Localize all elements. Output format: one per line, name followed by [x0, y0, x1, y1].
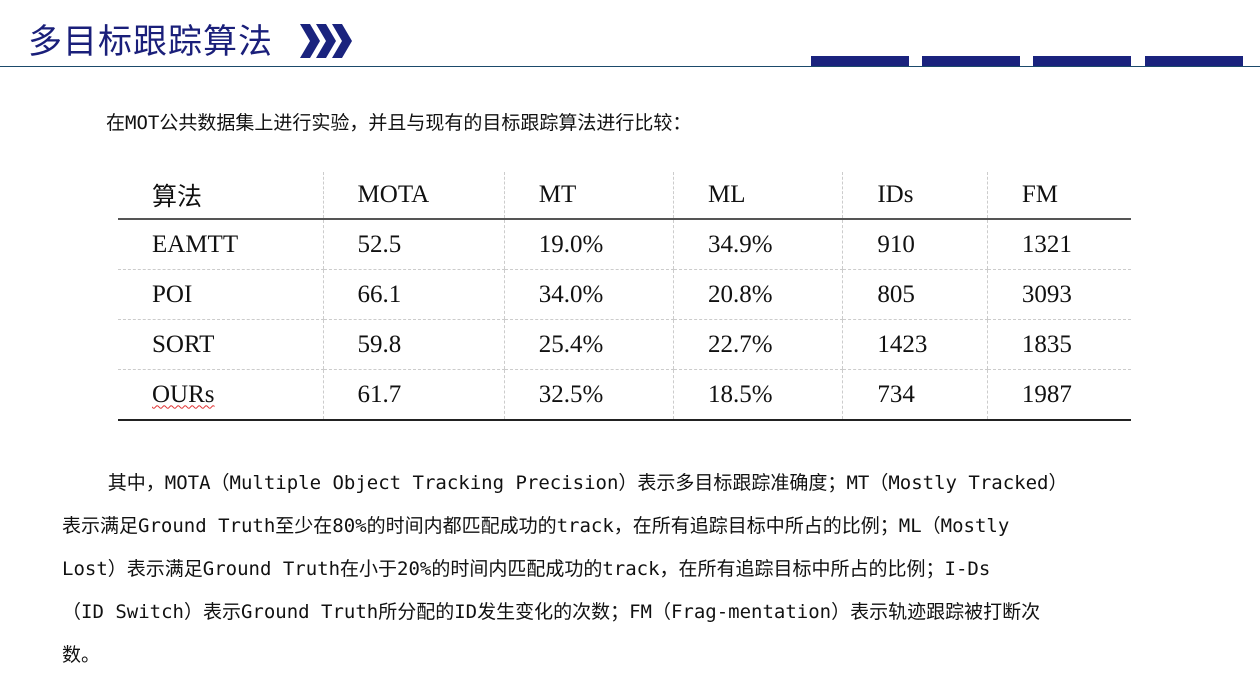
- column-header: IDs: [842, 172, 988, 220]
- slide-title: 多目标跟踪算法: [28, 22, 273, 62]
- cell-text: 1835: [1021, 330, 1072, 358]
- cell-text: 805: [877, 280, 915, 308]
- cell-text: 1423: [877, 330, 928, 358]
- value-cell: 1423: [842, 319, 988, 370]
- cell-text: 3093: [1021, 280, 1072, 308]
- cell-text: 910: [877, 230, 915, 258]
- algorithm-cell: OURs: [118, 369, 324, 421]
- header-divider: [0, 66, 1260, 67]
- table-row: SORT 59.8 25.4% 22.7% 1423 1835: [118, 319, 1131, 370]
- value-cell: 52.5: [322, 219, 505, 270]
- cell-text: 1987: [1021, 380, 1072, 408]
- column-header: ML: [673, 172, 843, 220]
- value-cell: 1321: [986, 219, 1131, 270]
- value-cell: 34.0%: [503, 269, 674, 320]
- column-header: FM: [986, 172, 1131, 220]
- comparison-table: 算法 MOTA MT ML IDs FM EAMTT 52.5 19.0% 34.9%…: [118, 172, 1131, 421]
- table-row: POI 66.1 34.0% 20.8% 805 3093: [118, 269, 1131, 320]
- column-header: 算法: [118, 172, 324, 220]
- cell-text: 18.5%: [708, 380, 773, 408]
- algorithm-cell: SORT: [118, 319, 324, 370]
- intro-text: 在MOT公共数据集上进行实验，并且与现有的目标跟踪算法进行比较：: [106, 112, 692, 134]
- value-cell: 59.8: [322, 319, 505, 370]
- cell-text: 34.9%: [708, 230, 773, 258]
- cell-text: 59.8: [357, 330, 402, 358]
- table-row: OURs 61.7 32.5% 18.5% 734 1987: [118, 369, 1131, 421]
- cell-text: 20.8%: [708, 280, 773, 308]
- value-cell: 34.9%: [673, 219, 843, 270]
- cell-text: 734: [877, 380, 915, 408]
- decor-bar: [811, 56, 909, 66]
- cell-text: 22.7%: [708, 330, 773, 358]
- cell-text: 66.1: [357, 280, 402, 308]
- cell-text: 61.7: [357, 380, 402, 408]
- description-paragraph: 其中，MOTA（Multiple Object Tracking Precisi…: [62, 462, 1067, 677]
- value-cell: 18.5%: [673, 369, 843, 421]
- cell-text: 32.5%: [538, 380, 604, 408]
- cell-text: 1321: [1021, 230, 1072, 258]
- value-cell: 19.0%: [503, 219, 674, 270]
- value-cell: 734: [842, 369, 988, 421]
- description-line: （ID Switch）表示Ground Truth所分配的ID发生变化的次数；F…: [62, 601, 1041, 623]
- cell-text: 25.4%: [538, 330, 604, 358]
- decor-bar: [922, 56, 1020, 66]
- cell-text: POI: [152, 280, 193, 308]
- description-line: Lost）表示满足Ground Truth在小于20%的时间内匹配成功的trac…: [62, 558, 991, 580]
- column-header: MT: [503, 172, 674, 220]
- description-line: 表示满足Ground Truth至少在80%的时间内都匹配成功的track，在所…: [62, 515, 1010, 537]
- cell-text: EAMTT: [152, 230, 239, 258]
- chevrons-icon: [300, 24, 352, 58]
- decor-bar: [1145, 56, 1243, 66]
- value-cell: 66.1: [322, 269, 505, 320]
- decor-bar: [1033, 56, 1131, 66]
- cell-text: 52.5: [357, 230, 402, 258]
- value-cell: 32.5%: [503, 369, 674, 421]
- algorithm-cell: POI: [118, 269, 324, 320]
- value-cell: 1835: [986, 319, 1131, 370]
- cell-text: OURs: [152, 380, 215, 408]
- value-cell: 805: [842, 269, 988, 320]
- description-line: 数。: [62, 644, 101, 666]
- algorithm-cell: EAMTT: [118, 219, 324, 270]
- value-cell: 22.7%: [673, 319, 843, 370]
- value-cell: 20.8%: [673, 269, 843, 320]
- table-header-row: 算法 MOTA MT ML IDs FM: [118, 172, 1131, 220]
- value-cell: 1987: [986, 369, 1131, 421]
- description-line: 其中，MOTA（Multiple Object Tracking Precisi…: [62, 472, 1068, 494]
- value-cell: 3093: [986, 269, 1131, 320]
- value-cell: 61.7: [322, 369, 505, 421]
- cell-text: 19.0%: [538, 230, 604, 258]
- cell-text: 34.0%: [538, 280, 604, 308]
- value-cell: 25.4%: [503, 319, 674, 370]
- column-header: MOTA: [322, 172, 505, 220]
- value-cell: 910: [842, 219, 988, 270]
- cell-text: SORT: [152, 330, 215, 358]
- table-row: EAMTT 52.5 19.0% 34.9% 910 1321: [118, 219, 1131, 270]
